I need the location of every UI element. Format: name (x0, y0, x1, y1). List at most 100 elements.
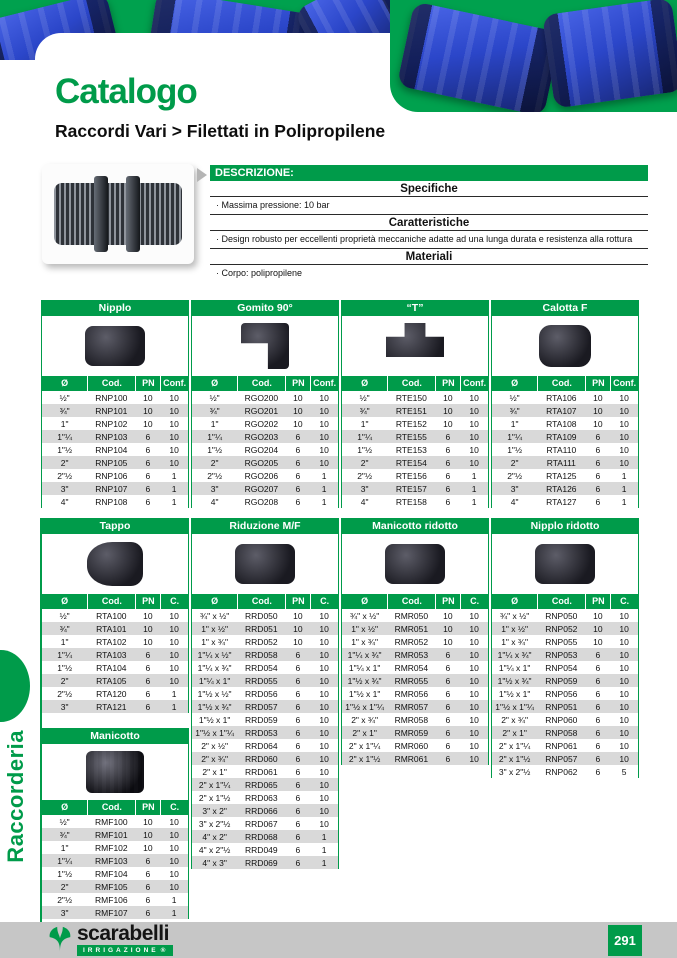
table-cell: 10 (319, 766, 329, 777)
table-row: 1"½ RNP104 6 10 (42, 443, 188, 456)
description-section-title: Materiali (210, 249, 648, 265)
table-cell: 6 (145, 649, 151, 660)
table-cell: RRD064 (245, 740, 278, 751)
table-cell: 6 (295, 431, 301, 442)
table-cell: 1"¼ (207, 431, 223, 442)
table-cell: ½" (59, 610, 70, 621)
table-cell: ½" (59, 392, 70, 403)
table-cell: 6 (595, 662, 601, 673)
table-row: ¾" x ½" RNP050 10 10 (492, 609, 638, 622)
table-row: ½" RTE150 10 10 (342, 391, 488, 404)
description-section-title: Specifiche (210, 181, 648, 197)
table-cell: RTA101 (96, 623, 127, 634)
table-cell: 10 (469, 418, 479, 429)
table-cell: RMF103 (95, 855, 128, 866)
table-cell: RMF102 (95, 842, 128, 853)
table-cell: 2" x ¾" (201, 753, 229, 764)
table-cell: 10 (469, 662, 479, 673)
table-cell: 6 (145, 675, 151, 686)
threaded-nipple-image (54, 176, 182, 252)
table-cell: 6 (445, 649, 451, 660)
table-cell: 1"½ (57, 868, 73, 879)
table-cell: 10 (619, 727, 629, 738)
table-cell: 1"½ (357, 444, 373, 455)
table-cell: 10 (469, 405, 479, 416)
table-cell: RGO207 (244, 483, 279, 494)
table-cell: RMR051 (394, 623, 429, 634)
table-cell: RMF101 (95, 829, 128, 840)
table-cell: 10 (319, 727, 329, 738)
table-cell: RNP100 (95, 392, 128, 403)
fitting-image (535, 544, 595, 584)
table-cell: ¾" (59, 829, 70, 840)
table-cell: 10 (143, 829, 153, 840)
table-row: 2" x 1"½ RRD063 6 10 (192, 791, 338, 804)
table-cell: 6 (595, 714, 601, 725)
table-cell: 10 (169, 418, 179, 429)
table-tappo: Tappo Ø Cod. PN C. ½" RTA100 10 10 ¾" RTA101 10 10 1"… (41, 518, 189, 713)
table-row: 1"½ RTA104 6 10 (42, 661, 188, 674)
table-cell: 10 (619, 431, 629, 442)
table-cell: 10 (469, 701, 479, 712)
table-row: 3" RMF107 6 1 (42, 906, 188, 919)
arrow-right-icon (197, 168, 207, 182)
table-cell: ¾" (359, 405, 370, 416)
table-cell: 10 (619, 662, 629, 673)
table-cell: RRD065 (245, 779, 278, 790)
table-title: Tappo (42, 518, 188, 534)
column-header: Cod. (237, 376, 285, 391)
table-row: 1" RTE152 10 10 (342, 417, 488, 430)
table-cell: 1"½ x 1" (348, 688, 381, 699)
table-cell: 10 (319, 662, 329, 673)
table-row: 1"½ x 1" RRD059 6 10 (192, 713, 338, 726)
table-cell: 1" (60, 418, 69, 429)
table-row: 3" RTA121 6 1 (42, 700, 188, 713)
table-cell: 10 (469, 610, 479, 621)
column-header: Cod. (87, 376, 135, 391)
table-row: 2" RTA105 6 10 (42, 674, 188, 687)
table-cell: RRD060 (245, 753, 278, 764)
table-cell: 6 (145, 457, 151, 468)
table-cell: 10 (619, 675, 629, 686)
table-row: ¾" RGO201 10 10 (192, 404, 338, 417)
table-row: ½" RTA100 10 10 (42, 609, 188, 622)
table-cell: 4" (510, 496, 519, 507)
table-cell: 10 (443, 405, 453, 416)
table-cell: 10 (143, 816, 153, 827)
table-cell: 6 (595, 675, 601, 686)
table-row: 1"¼ RTE155 6 10 (342, 430, 488, 443)
column-header: Cod. (237, 594, 285, 609)
table-cell: 10 (443, 392, 453, 403)
table-title: Manicotto ridotto (342, 518, 488, 534)
table-row: ¾" RTA101 10 10 (42, 622, 188, 635)
table-cell: 1"¼ x 1" (498, 662, 531, 673)
table-row: 2" x ¾" RNP060 6 10 (492, 713, 638, 726)
table-cell: 3" (60, 907, 69, 918)
table-cell: 6 (145, 855, 151, 866)
table-cell: 10 (443, 623, 453, 634)
description-section-title: Caratteristiche (210, 215, 648, 231)
table-cell: 10 (169, 675, 179, 686)
table-cell: 10 (319, 675, 329, 686)
table-cell: RTA108 (546, 418, 577, 429)
table-cell: 4" (210, 496, 219, 507)
table-cell: 1 (171, 907, 177, 918)
description-body: Specifiche · Massima pressione: 10 bar Car… (210, 181, 648, 282)
table-cell: RGO202 (244, 418, 279, 429)
table-cell: RMF105 (95, 881, 128, 892)
table-cell: 3" x 2"½ (498, 766, 531, 777)
table-cell: RGO204 (244, 444, 279, 455)
table-cell: 2"½ (207, 470, 223, 481)
fitting-image (386, 323, 444, 358)
table-cell: 10 (169, 392, 179, 403)
table-cell: RNP053 (545, 649, 578, 660)
table-cell: 5 (621, 766, 627, 777)
column-header: PN (135, 376, 160, 391)
table-cell: 1 (621, 470, 627, 481)
table-cell: 10 (469, 675, 479, 686)
table-cell: RTA105 (96, 675, 127, 686)
table-cell: RRD051 (245, 623, 278, 634)
fitting-image (87, 542, 143, 586)
table-cell: 6 (295, 444, 301, 455)
table-cell: 6 (295, 844, 301, 855)
